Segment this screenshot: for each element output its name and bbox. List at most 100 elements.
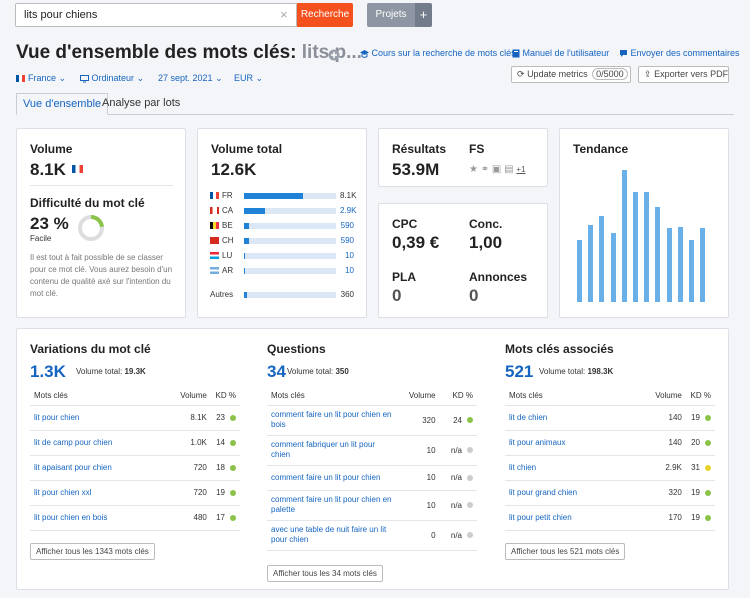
related-count[interactable]: 521 (505, 362, 534, 381)
variations-title: Variations du mot clé (30, 342, 151, 356)
keyword-link[interactable]: lit pour petit chien (505, 505, 641, 531)
related-show-all-button[interactable]: Afficher tous les 521 mots clés (505, 543, 626, 560)
results-card: Résultats 53.9M FS ★ ⚭ ▣ ▤ +1 (378, 128, 548, 187)
country-volume[interactable]: 590 (340, 236, 354, 245)
keyword-link[interactable]: lit pour animaux (505, 430, 641, 456)
competition-value: 1,00 (469, 233, 503, 252)
course-link-label: Cours sur la recherche de mots clés (371, 48, 516, 58)
keyword-link[interactable]: lit pour chien en bois (30, 505, 166, 531)
keyword-link[interactable]: lit pour chien xxl (30, 480, 166, 506)
trend-bar (633, 192, 638, 302)
related-table: Mots clés Volume KD % lit de chien 140 19 lit … (505, 387, 715, 531)
country-filter[interactable]: France ⌄ (16, 73, 66, 84)
variations-count[interactable]: 1.3K (30, 362, 66, 381)
fs-more[interactable]: +1 (516, 165, 526, 174)
search-input[interactable] (15, 3, 297, 27)
keyword-link[interactable]: lit apaisant pour chien (30, 455, 166, 481)
country-bar-track (244, 238, 336, 244)
fs-label: FS (469, 142, 485, 156)
country-code: CA (222, 206, 234, 215)
keyword-link[interactable]: lit pour grand chien (505, 480, 641, 506)
trend-bar (644, 192, 650, 302)
pla-value: 0 (392, 286, 402, 305)
kd-indicator-icon (230, 439, 236, 446)
feedback-link-label: Envoyer des commentaires (630, 48, 740, 58)
country-volume[interactable]: 2.9K (340, 206, 357, 215)
table-row: lit de chien 140 19 (505, 405, 715, 431)
keyword-volume: 720 (165, 480, 211, 506)
projects-button[interactable]: Projets (367, 3, 415, 27)
kd-value: 19 (216, 488, 225, 497)
keyword-volume: 320 (640, 480, 686, 506)
feedback-link[interactable]: Envoyer des commentaires (619, 48, 740, 58)
tab-overview[interactable]: Vue d'ensemble (16, 93, 109, 115)
keyword-link[interactable]: lit de camp pour chien (30, 430, 166, 456)
country-bar-track (244, 268, 336, 274)
keyword-link[interactable]: comment faire un lit pour chien en bois (267, 405, 401, 436)
questions-total-volume: Volume total: 350 (287, 367, 349, 376)
keyword-link[interactable]: lit de chien (505, 405, 641, 431)
graduation-cap-icon (360, 50, 369, 58)
search-button[interactable]: Recherche (297, 3, 353, 27)
trend-card: Tendance (559, 128, 729, 318)
keyword-volume: 10 (400, 490, 440, 521)
cpc-label: CPC (392, 217, 418, 231)
star-icon: ★ (469, 164, 478, 175)
country-volume[interactable]: 10 (345, 251, 354, 260)
table-row: lit pour petit chien 170 19 (505, 505, 715, 531)
trend-bar (689, 239, 694, 302)
add-project-button[interactable]: + (415, 3, 432, 27)
table-row: comment faire un lit pour chien en bois 3… (267, 405, 477, 436)
clear-search-icon[interactable]: × (280, 7, 288, 22)
kd-value: 17 (216, 513, 225, 522)
keyword-volume: 720 (165, 455, 211, 481)
total-volume-value: 198.3K (587, 367, 614, 376)
keywords-panel: Variations du mot clé 1.3K Volume total: 1… (16, 328, 729, 590)
variations-show-all-button[interactable]: Afficher tous les 1343 mots clés (30, 543, 155, 560)
trend-bar (599, 216, 605, 302)
country-volume[interactable]: 590 (340, 221, 354, 230)
keyword-volume: 8.1K (165, 405, 211, 431)
divider (30, 185, 173, 186)
update-metrics-label: Update metrics (527, 69, 588, 79)
kd-value: 19 (691, 488, 700, 497)
keyword-kd: n/a (439, 435, 477, 466)
keyword-link[interactable]: comment fabriquer un lit pour chien (267, 435, 401, 466)
course-link[interactable]: Cours sur la recherche de mots clés (360, 48, 516, 58)
export-pdf-button[interactable]: ⇪ Exporter vers PDF (638, 66, 729, 83)
trend-bar (666, 228, 672, 302)
manual-link[interactable]: Manuel de l'utilisateur (512, 48, 609, 58)
country-bar-track (244, 208, 336, 214)
kd-value: 19 (691, 413, 700, 422)
country-volume[interactable]: 10 (345, 266, 354, 275)
total-volume-value: 19.3K (124, 367, 146, 376)
tab-batch-analysis[interactable]: Analyse par lots (102, 97, 181, 109)
table-row: lit pour chien 8.1K 23 (30, 405, 240, 431)
date-filter[interactable]: 27 sept. 2021 ⌄ (158, 73, 223, 84)
keyword-link[interactable]: avec une table de nuit faire un lit pour… (267, 520, 401, 551)
results-value: 53.9M (392, 160, 440, 179)
table-row: comment fabriquer un lit pour chien 10 n/a (267, 435, 477, 466)
country-row-ca: CA 2.9K (210, 206, 356, 218)
variations-table: Mots clés Volume KD % lit pour chien 8.1K 23 l… (30, 387, 240, 531)
keyword-link[interactable]: comment faire un lit pour chien en palet… (267, 490, 401, 521)
currency-filter[interactable]: EUR ⌄ (234, 73, 263, 84)
table-row: lit apaisant pour chien 720 18 (30, 455, 240, 481)
keyword-link[interactable]: lit chien (505, 455, 641, 481)
questions-count[interactable]: 34 (267, 362, 286, 381)
trend-bar (577, 239, 582, 302)
add-circle-icon[interactable] (328, 49, 340, 61)
keyword-link[interactable]: lit pour chien (30, 405, 166, 431)
kd-value: n/a (450, 473, 462, 482)
kd-indicator-icon (705, 464, 711, 471)
kd-value: 24 (453, 415, 462, 425)
device-filter[interactable]: Ordinateur ⌄ (80, 73, 144, 84)
ch-flag-icon (210, 237, 219, 245)
ar-flag-icon (210, 267, 219, 275)
others-row: Autres 360 (210, 290, 354, 302)
kd-indicator-icon (230, 414, 236, 421)
keyword-link[interactable]: comment faire un lit pour chien (267, 465, 401, 491)
ads-label: Annonces (469, 270, 528, 284)
questions-show-all-button[interactable]: Afficher tous les 34 mots clés (267, 565, 383, 582)
update-metrics-button[interactable]: ⟳ Update metrics 0/5000 (511, 66, 631, 83)
